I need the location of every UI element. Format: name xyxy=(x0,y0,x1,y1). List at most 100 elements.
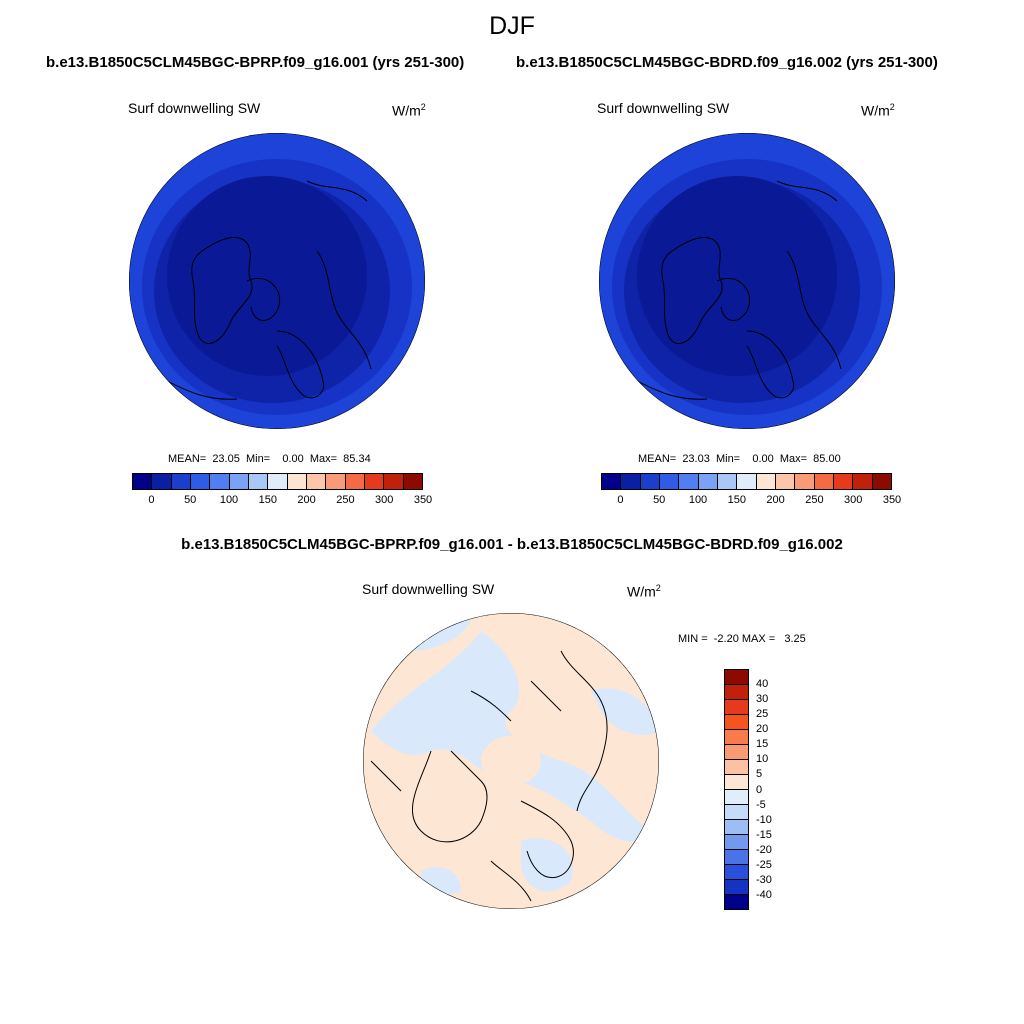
colorbar-diff-swatch xyxy=(725,850,748,865)
panel-b-units: W/m2 xyxy=(861,102,895,119)
colorbar-diff-swatch xyxy=(725,745,748,760)
colorbar-b-swatch xyxy=(602,474,622,489)
colorbar-diff-tick-label: -10 xyxy=(756,813,772,826)
colorbar-a-swatch xyxy=(171,474,191,489)
map-case-a xyxy=(129,133,425,429)
colorbar-a-tick-label: 50 xyxy=(184,494,197,506)
colorbar-diff-swatch xyxy=(725,715,748,730)
colorbar-case-b-ticks: 0 50 100 150 200 250 300 350 xyxy=(601,494,901,508)
colorbar-b-tick-label: 300 xyxy=(844,494,863,506)
panel-diff-variable: Surf downwelling SW xyxy=(362,581,495,597)
panel-a-units: W/m2 xyxy=(392,102,426,119)
colorbar-a-tick-label: 250 xyxy=(336,494,355,506)
colorbar-b-tick-label: 150 xyxy=(727,494,746,506)
colorbar-b-swatch xyxy=(872,474,891,489)
colorbar-b-swatch xyxy=(853,474,873,489)
colorbar-b-swatch xyxy=(698,474,718,489)
colorbar-diff-swatch xyxy=(725,835,748,850)
colorbar-a-tick-label: 0 xyxy=(148,494,155,506)
colorbar-b-swatch xyxy=(833,474,854,489)
colorbar-diff-tick-label: 10 xyxy=(756,753,769,766)
colorbar-b-tick-label: 50 xyxy=(653,494,666,506)
colorbar-difference-ticks: 40 30 25 20 15 10 5 0 -5 -10 -15 -20 -25 -30 -40 xyxy=(756,669,796,910)
colorbar-diff-tick-label: 5 xyxy=(756,768,763,781)
colorbar-diff-tick-label: -5 xyxy=(756,798,766,811)
colorbar-diff-swatch xyxy=(725,820,748,835)
colorbar-diff-swatch xyxy=(725,790,748,805)
colorbar-a-swatch xyxy=(133,474,153,489)
colorbar-diff-tick-label: -25 xyxy=(756,858,772,871)
map-a-core xyxy=(167,176,367,376)
colorbar-a-swatch xyxy=(287,474,307,489)
colorbar-case-a-ticks: 0 50 100 150 200 250 300 350 xyxy=(132,494,432,508)
panel-a-stats: MEAN= 23.05 Min= 0.00 Max= 85.34 xyxy=(168,453,371,465)
colorbar-b-tick-label: 250 xyxy=(805,494,824,506)
colorbar-b-tick-label: 350 xyxy=(882,494,902,506)
colorbar-case-a xyxy=(132,473,423,490)
map-diff-positive-regions xyxy=(481,736,541,786)
map-b-core xyxy=(637,176,837,376)
colorbar-diff-tick-label: 25 xyxy=(756,708,769,721)
colorbar-diff-tick-label: -20 xyxy=(756,843,772,856)
colorbar-diff-swatch xyxy=(725,805,748,820)
colorbar-b-swatch xyxy=(775,474,796,489)
panel-b-variable: Surf downwelling SW xyxy=(597,100,730,116)
colorbar-case-b xyxy=(601,473,892,490)
map-b-coastlines xyxy=(636,180,842,400)
colorbar-a-swatch xyxy=(210,474,230,489)
colorbar-a-swatch xyxy=(152,474,172,489)
colorbar-diff-swatch xyxy=(725,865,748,880)
colorbar-diff-swatch xyxy=(725,670,748,685)
panel-diff-stats: MIN = -2.20 MAX = 3.25 xyxy=(678,633,806,645)
colorbar-a-swatch xyxy=(306,474,327,489)
colorbar-diff-swatch xyxy=(725,880,748,895)
colorbar-diff-swatch xyxy=(725,685,748,700)
colorbar-b-swatch xyxy=(717,474,738,489)
colorbar-diff-swatch xyxy=(725,700,748,715)
case-b-title: b.e13.B1850C5CLM45BGC-BDRD.f09_g16.002 (… xyxy=(516,54,938,71)
colorbar-diff-tick-label: -40 xyxy=(756,888,772,901)
colorbar-diff-tick-label: 15 xyxy=(756,738,769,751)
colorbar-a-swatch xyxy=(326,474,346,489)
colorbar-a-swatch xyxy=(364,474,385,489)
map-diff-coastlines xyxy=(370,650,608,902)
case-a-title: b.e13.B1850C5CLM45BGC-BPRP.f09_g16.001 (… xyxy=(46,54,465,71)
colorbar-a-tick-label: 350 xyxy=(413,494,433,506)
colorbar-b-swatch xyxy=(737,474,757,489)
difference-title: b.e13.B1850C5CLM45BGC-BPRP.f09_g16.001 -… xyxy=(181,536,843,553)
colorbar-a-tick-label: 300 xyxy=(375,494,394,506)
colorbar-diff-tick-label: 20 xyxy=(756,723,769,736)
panel-diff-units: W/m2 xyxy=(627,583,661,600)
colorbar-a-swatch xyxy=(268,474,288,489)
colorbar-a-swatch xyxy=(229,474,249,489)
colorbar-diff-tick-label: 40 xyxy=(756,678,769,691)
colorbar-a-swatch xyxy=(248,474,269,489)
colorbar-diff-tick-label: 0 xyxy=(756,783,763,796)
colorbar-b-tick-label: 0 xyxy=(617,494,624,506)
colorbar-b-swatch xyxy=(679,474,699,489)
colorbar-diff-swatch xyxy=(725,895,748,909)
panel-a-variable: Surf downwelling SW xyxy=(128,100,261,116)
colorbar-b-swatch xyxy=(814,474,834,489)
colorbar-a-tick-label: 150 xyxy=(258,494,277,506)
map-case-b xyxy=(599,133,895,429)
colorbar-diff-swatch xyxy=(725,760,748,775)
colorbar-b-swatch xyxy=(621,474,641,489)
colorbar-a-swatch xyxy=(384,474,404,489)
colorbar-a-swatch xyxy=(190,474,211,489)
colorbar-a-swatch xyxy=(345,474,365,489)
colorbar-a-tick-label: 200 xyxy=(297,494,316,506)
colorbar-diff-swatch xyxy=(725,775,748,790)
colorbar-a-swatch xyxy=(403,474,422,489)
colorbar-b-tick-label: 200 xyxy=(766,494,785,506)
colorbar-b-swatch xyxy=(795,474,815,489)
season-title: DJF xyxy=(489,12,535,40)
colorbar-diff-tick-label: 30 xyxy=(756,693,769,706)
map-a-coastlines xyxy=(166,180,372,400)
colorbar-diff-swatch xyxy=(725,730,748,745)
colorbar-b-swatch xyxy=(640,474,660,489)
map-difference xyxy=(363,613,659,909)
colorbar-diff-tick-label: -15 xyxy=(756,828,772,841)
colorbar-difference xyxy=(724,669,749,910)
colorbar-a-tick-label: 100 xyxy=(219,494,239,506)
